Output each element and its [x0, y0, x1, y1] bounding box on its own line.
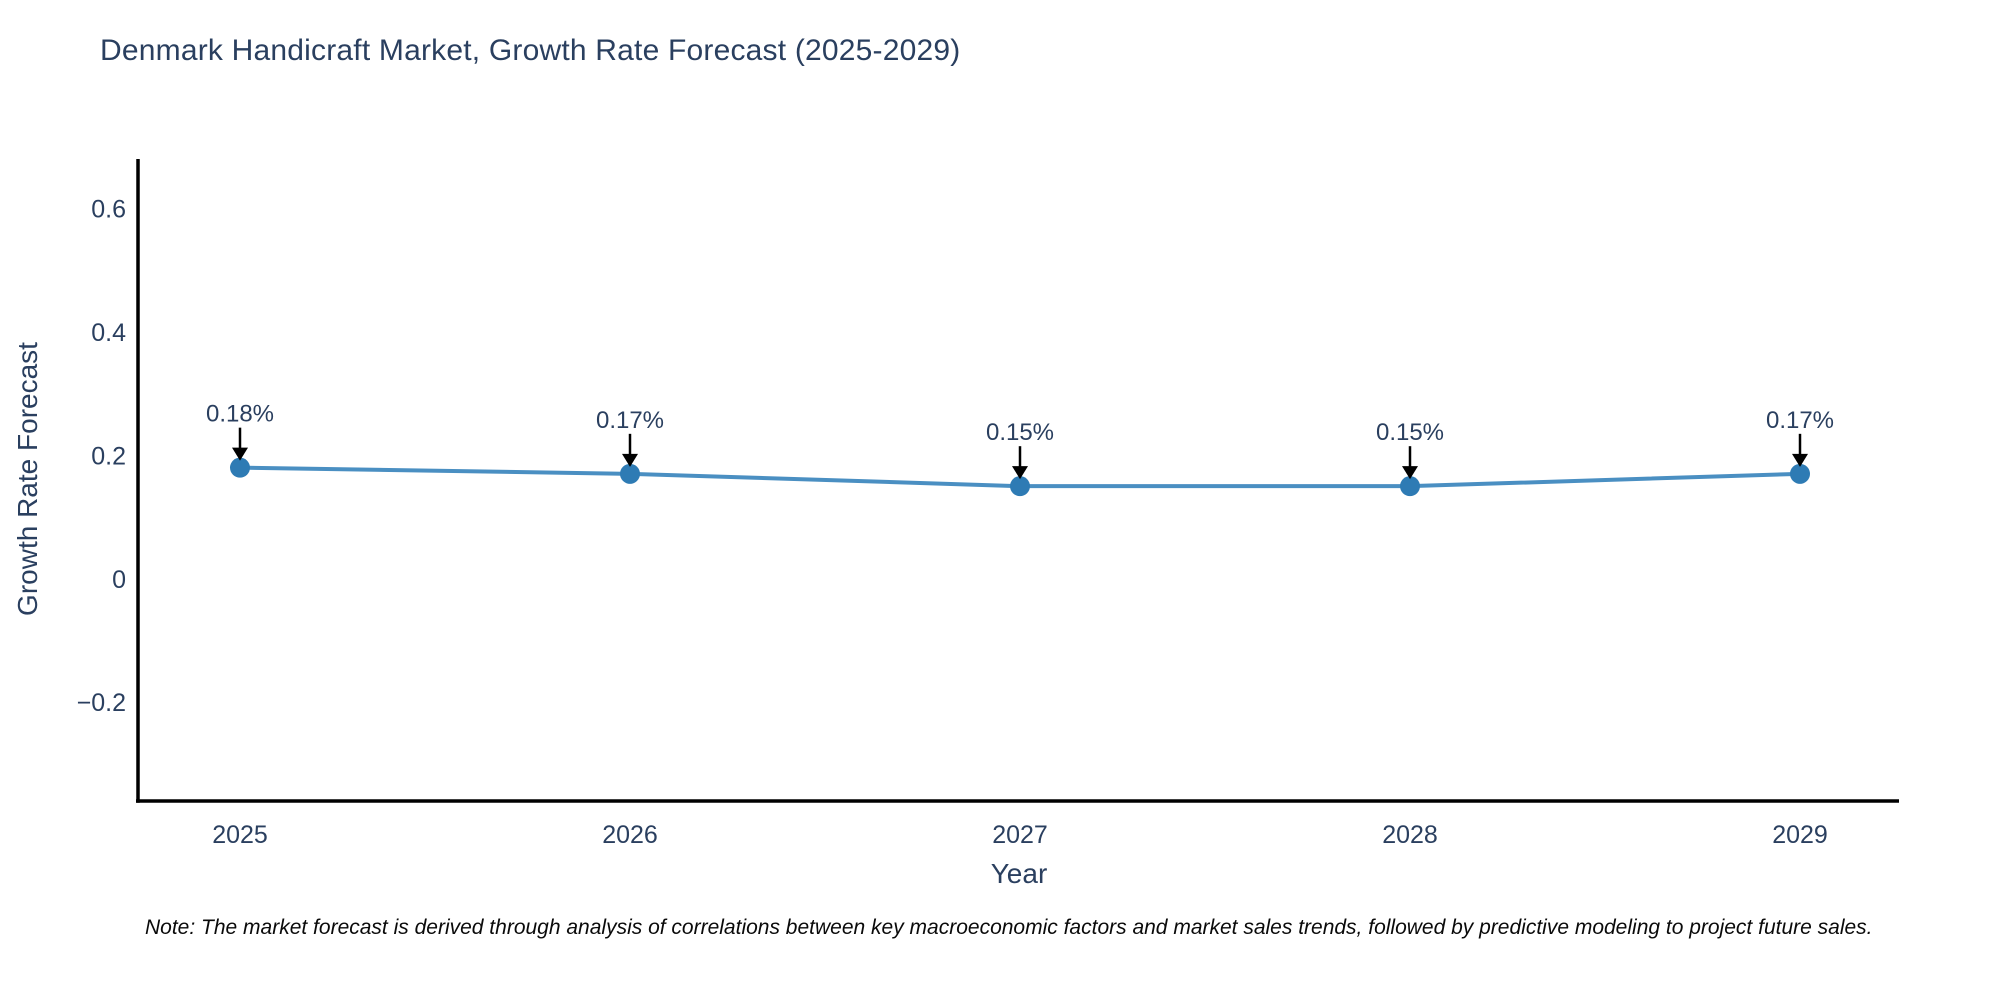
chart-title: Denmark Handicraft Market, Growth Rate F…: [100, 34, 961, 67]
data-point-marker: [230, 457, 250, 478]
data-point-marker: [1010, 476, 1030, 497]
x-axis-label: Year: [990, 858, 1048, 889]
data-point-marker: [620, 463, 640, 484]
x-tick-label: 2025: [212, 821, 268, 849]
data-point-marker: [1790, 463, 1810, 484]
data-point-label: 0.15%: [1376, 419, 1444, 446]
data-point-marker: [1400, 476, 1420, 497]
annotation-arrowhead: [232, 447, 248, 461]
data-point-label: 0.18%: [206, 401, 274, 428]
footnote: Note: The market forecast is derived thr…: [145, 916, 1873, 939]
x-tick-label: 2026: [602, 821, 658, 849]
y-tick-label: 0.4: [91, 319, 126, 347]
y-tick-label: 0.2: [91, 442, 126, 470]
annotation-arrowhead: [1012, 466, 1028, 480]
data-point-label: 0.15%: [986, 419, 1054, 446]
annotation-arrowhead: [1402, 466, 1418, 480]
y-tick-label: 0: [112, 566, 126, 594]
annotation-arrowhead: [622, 453, 638, 467]
annotation-arrowhead: [1792, 453, 1808, 467]
y-tick-label: −0.2: [77, 689, 126, 717]
x-tick-label: 2027: [992, 821, 1048, 849]
y-tick-label: 0.6: [91, 195, 126, 223]
data-point-label: 0.17%: [596, 407, 664, 434]
x-tick-label: 2028: [1382, 821, 1438, 849]
x-tick-label: 2029: [1772, 821, 1828, 849]
data-point-label: 0.17%: [1766, 407, 1834, 434]
